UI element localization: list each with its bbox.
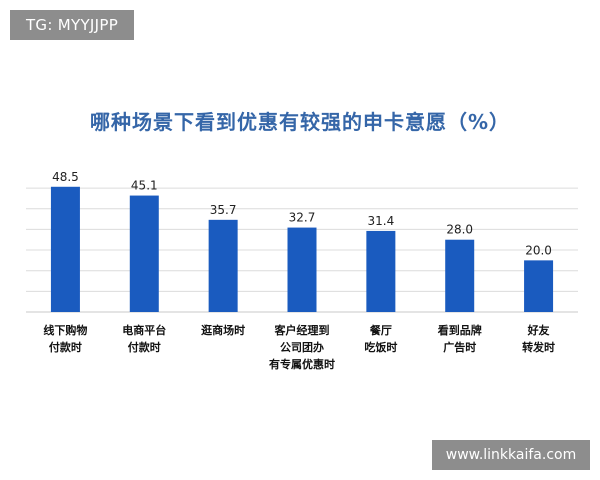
- bar: [524, 260, 554, 312]
- category-label: 付款时: [128, 340, 161, 354]
- bar: [445, 239, 475, 312]
- category-label: 好友: [527, 323, 550, 337]
- bar: [287, 227, 317, 312]
- bar: [366, 230, 396, 312]
- value-labels: 48.5 45.1 35.7 32.7 31.4 28.0 20.0: [52, 170, 552, 258]
- category-label: 有专属优惠时: [269, 357, 335, 371]
- category-label: 付款时: [49, 340, 82, 354]
- category-label: 看到品牌: [438, 323, 482, 337]
- category-label: 吃饭时: [364, 340, 397, 354]
- value-label: 48.5: [52, 170, 79, 184]
- watermark-top-left: TG: MYYJJPP: [10, 10, 134, 40]
- category-label: 餐厅: [369, 323, 392, 337]
- value-label: 32.7: [289, 211, 316, 225]
- chart-title: 哪种场景下看到优惠有较强的申卡意愿（%）: [89, 110, 511, 134]
- value-label: 31.4: [367, 214, 394, 228]
- watermark-bottom-right: www.linkkaifa.com: [432, 440, 590, 470]
- category-label: 公司团办: [280, 340, 324, 354]
- category-label: 广告时: [443, 340, 476, 354]
- bars: [50, 186, 554, 312]
- bar: [129, 195, 159, 312]
- category-label: 转发时: [522, 340, 555, 354]
- value-label: 20.0: [525, 243, 552, 257]
- value-label: 45.1: [131, 179, 158, 193]
- category-label: 电商平台: [122, 323, 166, 337]
- value-label: 35.7: [210, 203, 237, 217]
- value-label: 28.0: [446, 223, 473, 237]
- bar: [208, 219, 238, 312]
- category-label: 线下购物: [43, 323, 87, 337]
- category-label: 逛商场时: [201, 323, 245, 337]
- category-label: 客户经理到: [274, 323, 330, 337]
- bar: [50, 186, 80, 312]
